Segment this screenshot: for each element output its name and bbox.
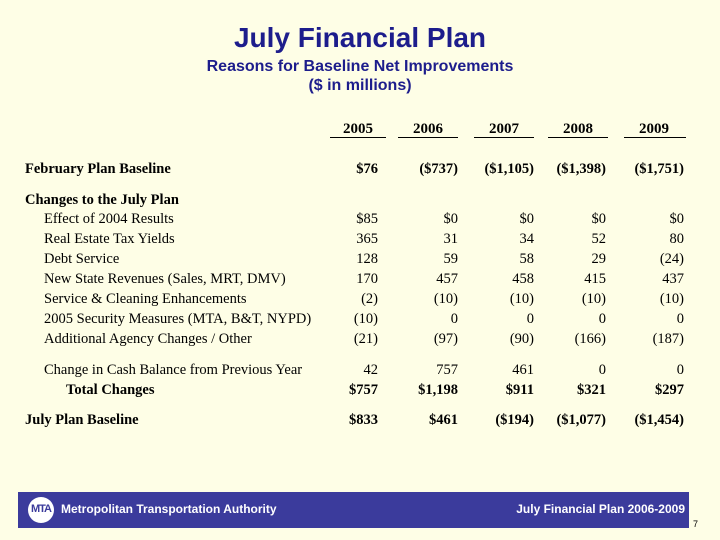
cell-2009: ($1,751)	[634, 161, 684, 177]
table-row-service-cleaning: Service & Cleaning Enhancements (2) (10)…	[0, 291, 720, 311]
cell-2007: $911	[505, 382, 534, 398]
cell-2006: 457	[436, 271, 458, 287]
cell-2005: 42	[363, 362, 379, 378]
year-header-2006: 2006	[413, 121, 443, 137]
row-label: Debt Service	[44, 251, 120, 267]
cell-2006: $461	[429, 412, 458, 428]
cell-2006: 757	[436, 362, 458, 378]
footer-org-name: Metropolitan Transportation Authority	[61, 502, 277, 516]
cell-2008: $321	[577, 382, 606, 398]
cell-2005: $76	[356, 161, 378, 177]
cell-2006: $1,198	[418, 382, 458, 398]
cell-2008: (10)	[581, 291, 606, 307]
cell-2005: (10)	[353, 311, 378, 327]
cell-2009: ($1,454)	[634, 412, 684, 428]
footer-bar: MTA Metropolitan Transportation Authorit…	[18, 492, 689, 528]
cell-2007: 0	[526, 311, 534, 327]
cell-2007: (90)	[509, 331, 534, 347]
year-underline	[624, 137, 686, 138]
cell-2009: 437	[662, 271, 684, 287]
cell-2008: 0	[598, 311, 606, 327]
cell-2005: $833	[349, 412, 378, 428]
year-header-2008: 2008	[563, 121, 593, 137]
cell-2008: ($1,077)	[556, 412, 606, 428]
cell-2008: 52	[591, 231, 607, 247]
table-row-real-estate: Real Estate Tax Yields 365 31 34 52 80	[0, 231, 720, 251]
cell-2007: $0	[519, 211, 535, 227]
year-underline	[330, 137, 386, 138]
cell-2008: 415	[584, 271, 606, 287]
cell-2006: (10)	[433, 291, 458, 307]
cell-2006: (97)	[433, 331, 458, 347]
year-header-2007: 2007	[489, 121, 519, 137]
table-row-july-baseline: July Plan Baseline $833 $461 ($194) ($1,…	[0, 412, 720, 432]
row-label: Real Estate Tax Yields	[44, 231, 175, 247]
year-header-2005: 2005	[343, 121, 373, 137]
cell-2005: $85	[356, 211, 378, 227]
cell-2005: (2)	[361, 291, 378, 307]
cell-2006: 31	[443, 231, 459, 247]
cell-2005: 170	[356, 271, 378, 287]
cell-2009: (10)	[659, 291, 684, 307]
cell-2009: $0	[669, 211, 685, 227]
logo-text: MTA	[30, 503, 52, 515]
row-label: July Plan Baseline	[25, 412, 139, 428]
mta-logo-icon: MTA	[28, 497, 54, 523]
cell-2005: $757	[349, 382, 378, 398]
footer-plan-name: July Financial Plan 2006-2009	[516, 502, 685, 516]
cell-2009: 0	[676, 362, 684, 378]
table-row-feb-baseline: February Plan Baseline $76 ($737) ($1,10…	[0, 161, 720, 181]
section-header-changes: Changes to the July Plan	[0, 192, 720, 212]
cell-2006: $0	[443, 211, 459, 227]
cell-2006: 59	[443, 251, 459, 267]
table-row-agency-changes: Additional Agency Changes / Other (21) (…	[0, 331, 720, 351]
row-label: Service & Cleaning Enhancements	[44, 291, 247, 307]
row-label: 2005 Security Measures (MTA, B&T, NYPD)	[44, 311, 312, 327]
cell-2007: ($194)	[495, 412, 534, 428]
table-row-state-revenues: New State Revenues (Sales, MRT, DMV) 170…	[0, 271, 720, 291]
row-label: Additional Agency Changes / Other	[44, 331, 252, 347]
cell-2006: ($737)	[419, 161, 458, 177]
row-label: Total Changes	[66, 382, 155, 398]
row-label: Change in Cash Balance from Previous Yea…	[44, 362, 303, 378]
cell-2009: (24)	[659, 251, 684, 267]
table-row-security: 2005 Security Measures (MTA, B&T, NYPD) …	[0, 311, 720, 331]
cell-2007: ($1,105)	[484, 161, 534, 177]
cell-2008: ($1,398)	[556, 161, 606, 177]
cell-2005: 128	[356, 251, 378, 267]
page-number: 7	[693, 519, 699, 529]
cell-2005: 365	[356, 231, 378, 247]
cell-2006: 0	[450, 311, 458, 327]
cell-2007: 461	[512, 362, 534, 378]
cell-2005: (21)	[353, 331, 378, 347]
year-underline	[398, 137, 458, 138]
cell-2009: $297	[655, 382, 684, 398]
slide-title: July Financial Plan	[233, 22, 487, 53]
row-label: February Plan Baseline	[25, 161, 171, 177]
row-label: Changes to the July Plan	[25, 192, 179, 208]
cell-2007: 458	[512, 271, 534, 287]
row-label: Effect of 2004 Results	[44, 211, 174, 227]
cell-2007: 58	[519, 251, 535, 267]
cell-2008: 0	[598, 362, 606, 378]
table-row-cash-balance: Change in Cash Balance from Previous Yea…	[0, 362, 720, 382]
cell-2009: (187)	[652, 331, 684, 347]
year-underline	[474, 137, 534, 138]
cell-2008: $0	[591, 211, 607, 227]
year-underline	[548, 137, 608, 138]
cell-2009: 0	[676, 311, 684, 327]
cell-2007: 34	[519, 231, 535, 247]
cell-2008: 29	[591, 251, 607, 267]
subtitle-line-2: ($ in millions)	[308, 77, 412, 94]
subtitle-line-1: Reasons for Baseline Net Improvements	[206, 58, 514, 75]
slide-subtitle: Reasons for Baseline Net Improvements ($…	[0, 57, 720, 95]
cell-2008: (166)	[574, 331, 606, 347]
table-row-total-changes: Total Changes $757 $1,198 $911 $321 $297	[0, 382, 720, 402]
year-header-2009: 2009	[639, 121, 669, 137]
table-row-effect-2004: Effect of 2004 Results $85 $0 $0 $0 $0	[0, 211, 720, 231]
row-label: New State Revenues (Sales, MRT, DMV)	[44, 271, 286, 287]
cell-2007: (10)	[509, 291, 534, 307]
table-row-debt-service: Debt Service 128 59 58 29 (24)	[0, 251, 720, 271]
cell-2009: 80	[669, 231, 685, 247]
